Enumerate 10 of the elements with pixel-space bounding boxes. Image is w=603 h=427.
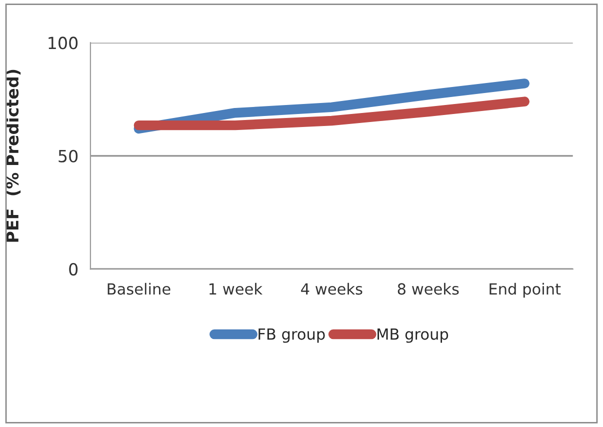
x-tick-label: Baseline [108, 282, 170, 295]
y-tick-label: 0 [69, 262, 78, 276]
legend-label: MB group [378, 328, 448, 343]
x-tick-label: 1 week [209, 282, 262, 295]
legend-label: FB group [258, 328, 325, 343]
x-tick-label: End point [490, 282, 561, 298]
y-tick-label: 50 [58, 150, 78, 162]
x-tick-label: 4 weeks [301, 282, 362, 295]
x-tick-label: 8 weeks [398, 282, 459, 295]
y-tick-label: 100 [48, 36, 78, 50]
